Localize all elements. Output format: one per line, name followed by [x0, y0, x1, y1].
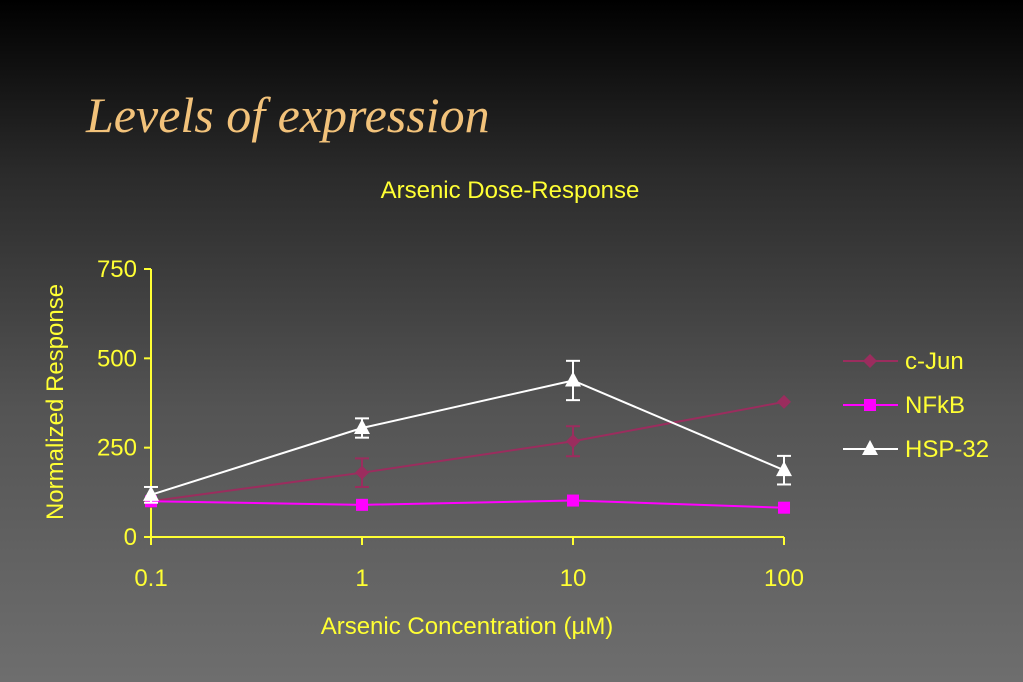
series-c-jun	[144, 394, 791, 509]
legend-marker	[863, 354, 877, 368]
y-tick-label: 750	[97, 256, 137, 283]
data-point	[355, 465, 369, 480]
plot-area	[143, 359, 792, 514]
legend-label: NFkB	[905, 392, 965, 419]
legend-marker	[864, 399, 876, 411]
series-line	[150, 400, 785, 503]
data-point	[776, 461, 792, 477]
legend: c-Jun NFkB HSP-32	[843, 348, 989, 463]
y-tick-label: 500	[97, 345, 137, 372]
series-hsp-32	[143, 359, 792, 504]
slide-title: Levels of expression	[86, 87, 490, 143]
axes: 0 250 500 750 0.1 1 10 100	[97, 256, 804, 592]
legend-item-c-jun: c-Jun	[843, 348, 964, 375]
x-tick-label: 100	[764, 565, 804, 592]
legend-marker	[862, 440, 878, 455]
series-line	[150, 379, 785, 496]
x-tick-label: 0.1	[134, 565, 167, 592]
series-nfkb	[145, 494, 790, 514]
data-point	[354, 419, 370, 435]
legend-item-hsp-32: HSP-32	[843, 436, 989, 463]
data-point	[778, 501, 790, 514]
x-axis-label: Arsenic Concentration (µM)	[321, 613, 614, 640]
data-point	[566, 434, 580, 449]
x-tick-label: 1	[355, 565, 368, 592]
legend-label: c-Jun	[905, 348, 964, 375]
y-axis-label: Normalized Response	[42, 284, 69, 520]
series-line	[150, 499, 785, 509]
y-tick-label: 250	[97, 435, 137, 462]
y-tick-label: 0	[124, 524, 137, 551]
data-point	[567, 494, 579, 507]
legend-label: HSP-32	[905, 436, 989, 463]
chart-title: Arsenic Dose-Response	[381, 177, 640, 204]
data-point	[143, 485, 159, 501]
x-tick-label: 10	[560, 565, 587, 592]
data-point	[777, 394, 791, 409]
legend-item-nfkb: NFkB	[843, 392, 965, 419]
data-point	[356, 498, 368, 511]
data-point	[565, 371, 581, 387]
